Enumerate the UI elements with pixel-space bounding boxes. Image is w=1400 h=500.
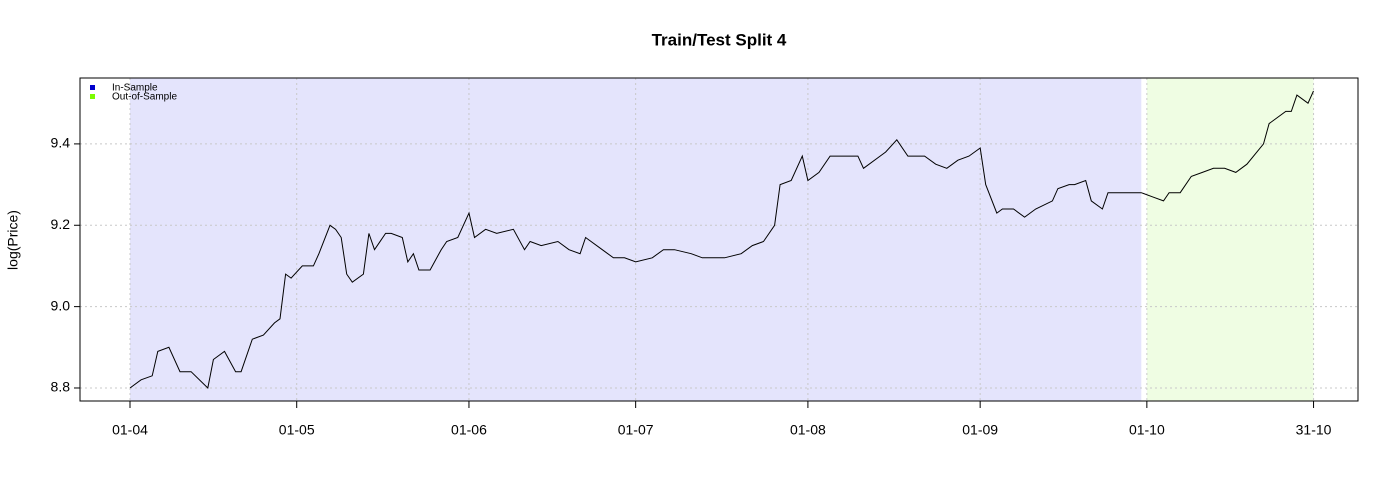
y-tick-label: 8.8 (51, 379, 71, 395)
chart-title: Train/Test Split 4 (652, 30, 787, 49)
legend-swatch (90, 85, 95, 90)
x-tick-label: 01-07 (618, 422, 654, 438)
x-tick-label: 31-10 (1296, 422, 1332, 438)
plot-frame (79, 77, 1359, 402)
x-tick-label: 01-04 (112, 422, 148, 438)
region (1146, 78, 1314, 401)
x-tick-label: 01-08 (790, 422, 826, 438)
x-tick-label: 01-10 (1129, 422, 1165, 438)
y-tick-label: 9.4 (51, 135, 71, 151)
y-axis-label: log(Price) (5, 210, 21, 270)
y-tick-label: 9.2 (51, 216, 71, 232)
x-tick-label: 01-06 (451, 422, 487, 438)
x-tick-label: 01-05 (279, 422, 315, 438)
y-tick-label: 9.0 (51, 297, 71, 313)
legend-swatch (90, 94, 95, 99)
price-line (129, 90, 1314, 390)
legend-label: In-Sample (112, 83, 158, 94)
legend-label: Out-of-Sample (112, 92, 177, 103)
x-tick-label: 01-09 (962, 422, 998, 438)
